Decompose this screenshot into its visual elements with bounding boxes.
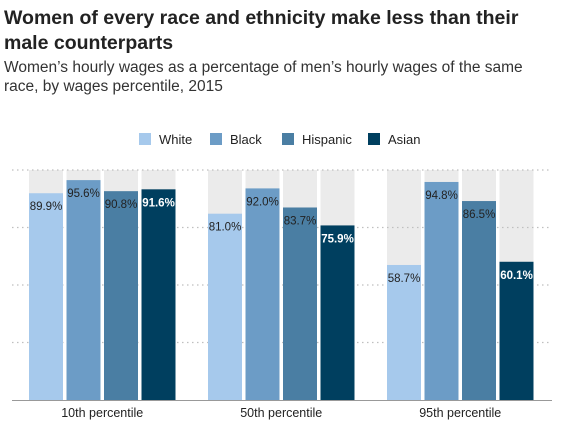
chart-title: Women of every race and ethnicity make l… [4, 7, 519, 54]
bar-black [245, 188, 280, 400]
bar-black [424, 181, 459, 400]
data-label: 86.5% [463, 209, 496, 221]
x-tick-label: 95th percentile [419, 406, 501, 420]
x-tick-label: 50th percentile [240, 406, 322, 420]
legend-item-black: Black [210, 130, 262, 148]
bar-hispanic [462, 201, 496, 400]
bar-asian [499, 261, 534, 400]
legend-label-hispanic: Hispanic [302, 131, 352, 147]
x-tick-label: 10th percentile [61, 406, 143, 420]
chart-legend: White Black Hispanic Asian [0, 130, 562, 148]
data-label: 83.7% [284, 215, 317, 227]
data-label: 60.1% [500, 270, 533, 282]
bar-white [208, 213, 242, 400]
bar-asian [320, 225, 355, 400]
data-label: 75.9% [321, 233, 354, 245]
bar-white [29, 193, 63, 400]
legend-swatch-hispanic [282, 133, 294, 145]
legend-label-asian: Asian [388, 131, 421, 147]
data-label: 81.0% [209, 222, 242, 234]
data-label: 92.0% [246, 196, 279, 208]
bar-asian [141, 189, 176, 400]
bar-black [66, 180, 101, 400]
bar-hispanic [283, 207, 317, 400]
legend-item-hispanic: Hispanic [282, 130, 352, 148]
data-label: 95.6% [67, 188, 100, 200]
data-label: 94.8% [425, 190, 458, 202]
chart-subtitle: Women’s hourly wages as a percentage of … [4, 59, 523, 95]
data-label: 58.7% [388, 273, 421, 285]
bar-white [387, 264, 421, 400]
legend-swatch-black [210, 133, 222, 145]
legend-label-black: Black [230, 131, 262, 147]
legend-swatch-asian [368, 133, 380, 145]
data-label: 90.8% [105, 199, 138, 211]
legend-label-white: White [159, 131, 193, 147]
legend-swatch-white [139, 133, 151, 145]
legend-item-asian: Asian [368, 130, 421, 148]
data-label: 89.9% [30, 201, 63, 213]
bar-hispanic [104, 191, 138, 400]
legend-item-white: White [139, 130, 192, 148]
data-label: 91.6% [142, 197, 175, 209]
